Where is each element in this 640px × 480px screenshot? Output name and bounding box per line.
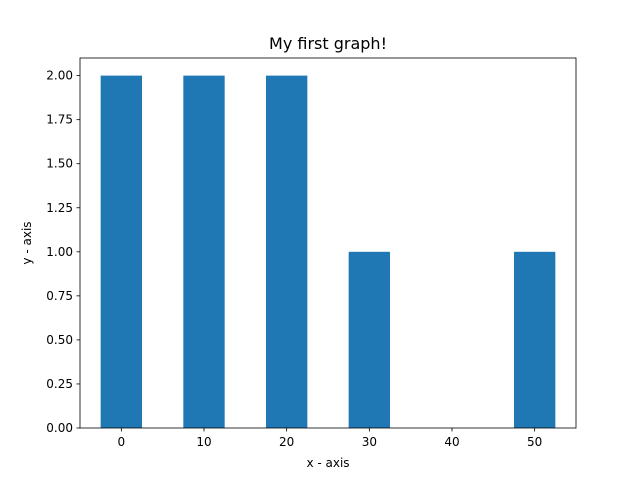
y-tick-label: 1.50: [46, 157, 73, 171]
x-ticks-group: 0 10 20 30 40 50: [118, 428, 542, 449]
bar-x-20: [266, 75, 308, 428]
x-tick-label: 50: [527, 435, 542, 449]
y-tick-label: 0.25: [46, 377, 73, 391]
y-tick-label: 1.00: [46, 245, 73, 259]
bar-x-10: [183, 75, 225, 428]
x-tick-label: 0: [118, 435, 126, 449]
bar-x-30: [348, 251, 390, 428]
y-ticks-group: 0.00 0.25 0.50 0.75 1.00 1.25 1.50 1.75 2.00: [46, 69, 80, 435]
y-tick-label: 0.50: [46, 333, 73, 347]
y-tick-label: 1.75: [46, 113, 73, 127]
x-tick-label: 30: [362, 435, 377, 449]
x-axis-label: x - axis: [306, 456, 349, 470]
bars-group: [100, 75, 556, 428]
chart-title: My first graph!: [269, 34, 387, 53]
x-tick-label: 40: [444, 435, 459, 449]
y-tick-label: 1.25: [46, 201, 73, 215]
y-tick-label: 2.00: [46, 69, 73, 83]
bar-x-50: [514, 251, 556, 428]
y-tick-label: 0.00: [46, 421, 73, 435]
x-tick-label: 10: [196, 435, 211, 449]
bar-x-0: [100, 75, 142, 428]
plot-frame: [79, 57, 577, 429]
x-tick-label: 20: [279, 435, 294, 449]
y-tick-label: 0.75: [46, 289, 73, 303]
y-axis-label: y - axis: [20, 221, 34, 264]
